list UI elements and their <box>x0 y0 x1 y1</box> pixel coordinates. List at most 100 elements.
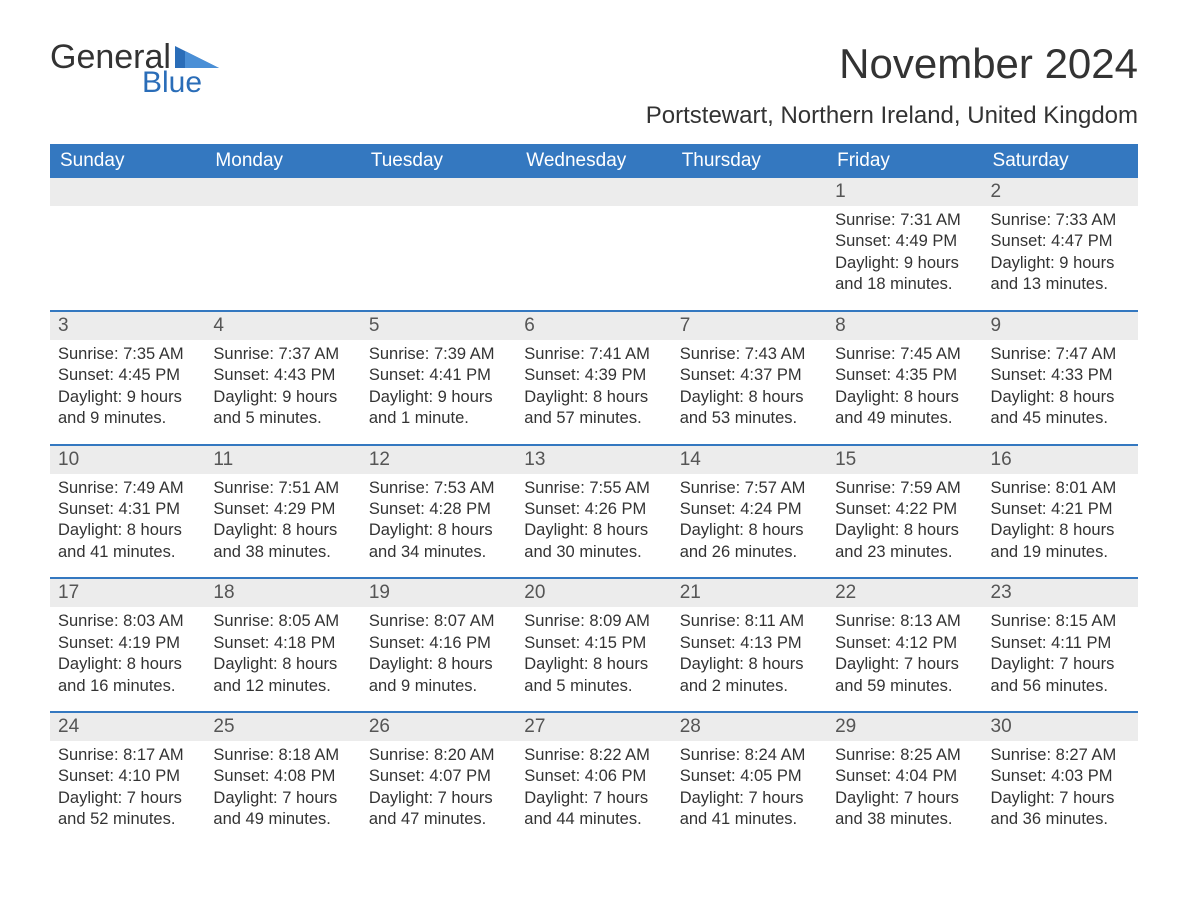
day-daylight1: Daylight: 7 hours <box>524 788 663 809</box>
day-sunset: Sunset: 4:26 PM <box>524 499 663 520</box>
day-number: 21 <box>672 579 827 607</box>
header: General Blue November 2024 <box>50 40 1138 98</box>
day-cell: 11Sunrise: 7:51 AMSunset: 4:29 PMDayligh… <box>205 446 360 570</box>
day-body: Sunrise: 7:51 AMSunset: 4:29 PMDaylight:… <box>205 474 360 570</box>
day-number: 19 <box>361 579 516 607</box>
day-cell: 4Sunrise: 7:37 AMSunset: 4:43 PMDaylight… <box>205 312 360 436</box>
day-sunrise: Sunrise: 7:33 AM <box>991 210 1130 231</box>
day-number: 2 <box>983 178 1138 206</box>
day-sunrise: Sunrise: 8:01 AM <box>991 478 1130 499</box>
day-daylight1: Daylight: 7 hours <box>58 788 197 809</box>
day-number: 15 <box>827 446 982 474</box>
day-body: Sunrise: 8:22 AMSunset: 4:06 PMDaylight:… <box>516 741 671 837</box>
day-sunrise: Sunrise: 7:41 AM <box>524 344 663 365</box>
day-body: Sunrise: 8:11 AMSunset: 4:13 PMDaylight:… <box>672 607 827 703</box>
day-cell: 25Sunrise: 8:18 AMSunset: 4:08 PMDayligh… <box>205 713 360 837</box>
day-cell <box>50 178 205 302</box>
day-daylight1: Daylight: 8 hours <box>835 520 974 541</box>
day-daylight2: and 41 minutes. <box>58 542 197 563</box>
day-body: Sunrise: 7:37 AMSunset: 4:43 PMDaylight:… <box>205 340 360 436</box>
logo-word-blue: Blue <box>142 68 219 98</box>
day-sunrise: Sunrise: 7:59 AM <box>835 478 974 499</box>
day-daylight2: and 26 minutes. <box>680 542 819 563</box>
day-body: Sunrise: 7:45 AMSunset: 4:35 PMDaylight:… <box>827 340 982 436</box>
day-body <box>672 206 827 296</box>
day-daylight2: and 1 minute. <box>369 408 508 429</box>
day-sunrise: Sunrise: 8:17 AM <box>58 745 197 766</box>
day-number: 25 <box>205 713 360 741</box>
day-sunset: Sunset: 4:15 PM <box>524 633 663 654</box>
day-sunset: Sunset: 4:43 PM <box>213 365 352 386</box>
day-body: Sunrise: 8:18 AMSunset: 4:08 PMDaylight:… <box>205 741 360 837</box>
day-sunset: Sunset: 4:06 PM <box>524 766 663 787</box>
day-number: 22 <box>827 579 982 607</box>
day-daylight1: Daylight: 8 hours <box>369 520 508 541</box>
day-daylight1: Daylight: 9 hours <box>369 387 508 408</box>
day-number: 8 <box>827 312 982 340</box>
day-body: Sunrise: 7:31 AMSunset: 4:49 PMDaylight:… <box>827 206 982 302</box>
dow-cell: Monday <box>205 144 360 178</box>
day-sunset: Sunset: 4:16 PM <box>369 633 508 654</box>
day-sunrise: Sunrise: 8:11 AM <box>680 611 819 632</box>
day-number: 18 <box>205 579 360 607</box>
day-cell: 18Sunrise: 8:05 AMSunset: 4:18 PMDayligh… <box>205 579 360 703</box>
day-daylight1: Daylight: 8 hours <box>58 654 197 675</box>
day-sunset: Sunset: 4:12 PM <box>835 633 974 654</box>
day-body: Sunrise: 8:01 AMSunset: 4:21 PMDaylight:… <box>983 474 1138 570</box>
day-daylight1: Daylight: 7 hours <box>835 654 974 675</box>
day-body: Sunrise: 8:07 AMSunset: 4:16 PMDaylight:… <box>361 607 516 703</box>
day-sunrise: Sunrise: 7:57 AM <box>680 478 819 499</box>
day-sunset: Sunset: 4:18 PM <box>213 633 352 654</box>
day-sunrise: Sunrise: 8:13 AM <box>835 611 974 632</box>
day-sunset: Sunset: 4:19 PM <box>58 633 197 654</box>
dow-cell: Thursday <box>672 144 827 178</box>
page-title: November 2024 <box>839 40 1138 88</box>
day-cell: 2Sunrise: 7:33 AMSunset: 4:47 PMDaylight… <box>983 178 1138 302</box>
day-cell: 20Sunrise: 8:09 AMSunset: 4:15 PMDayligh… <box>516 579 671 703</box>
day-cell <box>205 178 360 302</box>
day-number: 7 <box>672 312 827 340</box>
day-daylight1: Daylight: 7 hours <box>835 788 974 809</box>
day-sunrise: Sunrise: 7:43 AM <box>680 344 819 365</box>
location-subtitle: Portstewart, Northern Ireland, United Ki… <box>50 102 1138 130</box>
day-daylight2: and 9 minutes. <box>58 408 197 429</box>
day-body: Sunrise: 7:49 AMSunset: 4:31 PMDaylight:… <box>50 474 205 570</box>
day-sunrise: Sunrise: 8:03 AM <box>58 611 197 632</box>
day-number: 11 <box>205 446 360 474</box>
day-sunrise: Sunrise: 8:15 AM <box>991 611 1130 632</box>
day-body: Sunrise: 7:57 AMSunset: 4:24 PMDaylight:… <box>672 474 827 570</box>
day-cell: 10Sunrise: 7:49 AMSunset: 4:31 PMDayligh… <box>50 446 205 570</box>
day-body: Sunrise: 7:53 AMSunset: 4:28 PMDaylight:… <box>361 474 516 570</box>
day-sunrise: Sunrise: 8:20 AM <box>369 745 508 766</box>
day-body: Sunrise: 8:13 AMSunset: 4:12 PMDaylight:… <box>827 607 982 703</box>
week-row: 10Sunrise: 7:49 AMSunset: 4:31 PMDayligh… <box>50 444 1138 570</box>
day-daylight2: and 19 minutes. <box>991 542 1130 563</box>
day-number: 30 <box>983 713 1138 741</box>
day-daylight1: Daylight: 7 hours <box>369 788 508 809</box>
day-cell <box>361 178 516 302</box>
day-number: 6 <box>516 312 671 340</box>
day-daylight2: and 59 minutes. <box>835 676 974 697</box>
dow-cell: Wednesday <box>516 144 671 178</box>
day-number <box>516 178 671 206</box>
day-sunrise: Sunrise: 7:45 AM <box>835 344 974 365</box>
day-sunset: Sunset: 4:28 PM <box>369 499 508 520</box>
day-daylight2: and 36 minutes. <box>991 809 1130 830</box>
day-daylight2: and 9 minutes. <box>369 676 508 697</box>
day-sunset: Sunset: 4:41 PM <box>369 365 508 386</box>
day-sunrise: Sunrise: 7:51 AM <box>213 478 352 499</box>
day-daylight2: and 47 minutes. <box>369 809 508 830</box>
day-number: 5 <box>361 312 516 340</box>
day-sunset: Sunset: 4:39 PM <box>524 365 663 386</box>
day-sunrise: Sunrise: 8:07 AM <box>369 611 508 632</box>
day-daylight2: and 2 minutes. <box>680 676 819 697</box>
day-sunrise: Sunrise: 8:09 AM <box>524 611 663 632</box>
day-body: Sunrise: 8:24 AMSunset: 4:05 PMDaylight:… <box>672 741 827 837</box>
day-daylight1: Daylight: 8 hours <box>213 654 352 675</box>
day-cell: 23Sunrise: 8:15 AMSunset: 4:11 PMDayligh… <box>983 579 1138 703</box>
day-cell: 14Sunrise: 7:57 AMSunset: 4:24 PMDayligh… <box>672 446 827 570</box>
day-daylight1: Daylight: 8 hours <box>213 520 352 541</box>
day-daylight2: and 49 minutes. <box>213 809 352 830</box>
day-daylight1: Daylight: 8 hours <box>991 520 1130 541</box>
day-daylight1: Daylight: 7 hours <box>213 788 352 809</box>
